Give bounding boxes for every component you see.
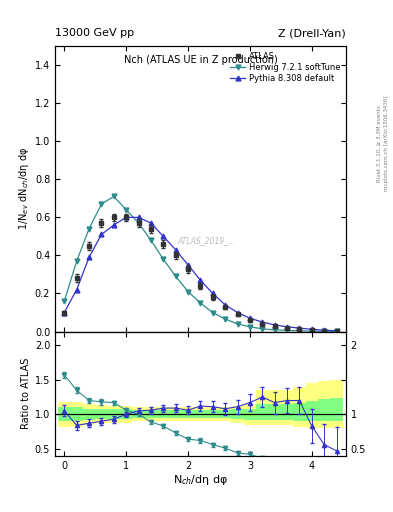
Text: Z (Drell-Yan): Z (Drell-Yan) — [278, 28, 346, 38]
Y-axis label: 1/N$_{ev}$ dN$_{ch}$/dη dφ: 1/N$_{ev}$ dN$_{ch}$/dη dφ — [17, 147, 31, 230]
Y-axis label: Ratio to ATLAS: Ratio to ATLAS — [20, 358, 31, 429]
Text: Rivet 3.1.10, ≥ 3.3M events: Rivet 3.1.10, ≥ 3.3M events — [377, 105, 382, 182]
Text: ATLAS_2019_...: ATLAS_2019_... — [177, 236, 235, 245]
X-axis label: N$_{ch}$/dη dφ: N$_{ch}$/dη dφ — [173, 473, 228, 487]
Text: mcplots.cern.ch [arXiv:1306.3436]: mcplots.cern.ch [arXiv:1306.3436] — [384, 96, 389, 191]
Text: Nch (ATLAS UE in Z production): Nch (ATLAS UE in Z production) — [123, 55, 277, 65]
Legend: ATLAS, Herwig 7.2.1 softTune, Pythia 8.308 default: ATLAS, Herwig 7.2.1 softTune, Pythia 8.3… — [228, 50, 342, 85]
Text: 13000 GeV pp: 13000 GeV pp — [55, 28, 134, 38]
